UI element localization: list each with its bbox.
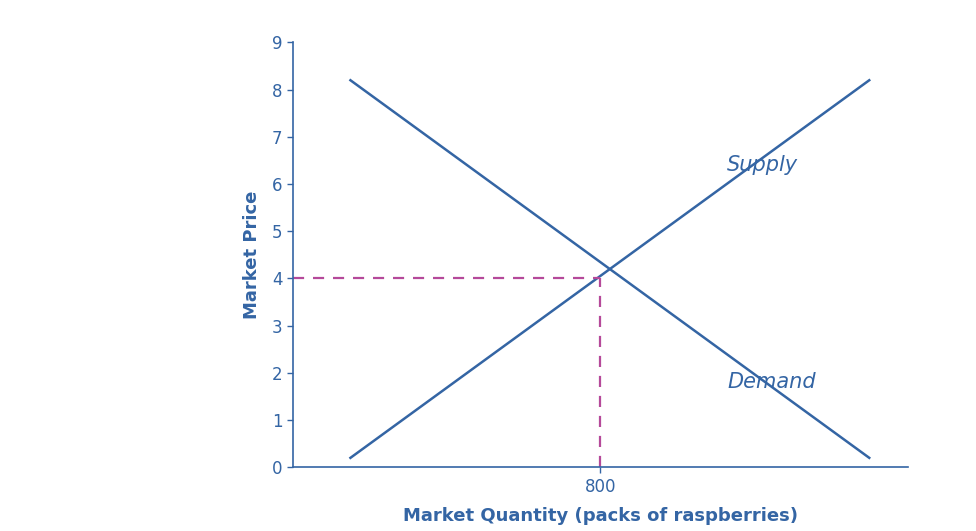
X-axis label: Market Quantity (packs of raspberries): Market Quantity (packs of raspberries) [403,507,797,525]
Y-axis label: Market Price: Market Price [243,191,261,319]
Text: Demand: Demand [727,372,816,392]
Text: Supply: Supply [727,155,798,175]
